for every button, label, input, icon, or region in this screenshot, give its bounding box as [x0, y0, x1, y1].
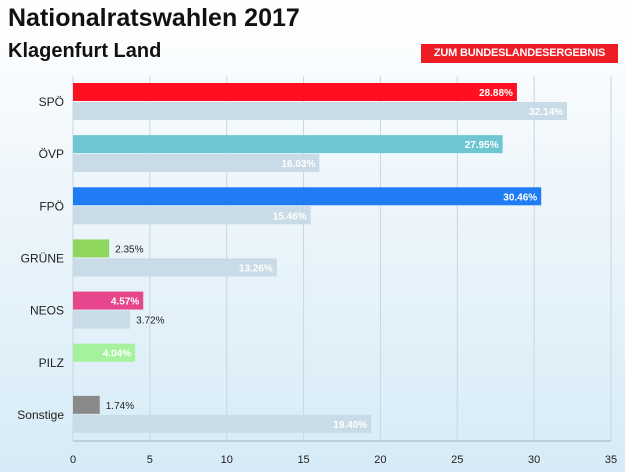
x-tick-label: 0	[70, 454, 76, 466]
bar-previous	[73, 102, 568, 120]
bar-current	[73, 343, 136, 362]
page-title: Nationalratswahlen 2017	[8, 4, 300, 32]
bar-current	[73, 135, 503, 154]
bar-current	[73, 187, 542, 206]
category-label: FPÖ	[39, 199, 64, 213]
bar-previous	[73, 414, 372, 433]
x-tick-label: 30	[528, 454, 540, 466]
bar-previous-label: 13.26%	[239, 263, 273, 274]
bar-current-label: 4.04%	[103, 349, 131, 360]
x-tick-label: 10	[221, 454, 233, 466]
category-label: ÖVP	[39, 147, 64, 161]
bar-current-label: 27.95%	[465, 140, 499, 151]
bar-current	[73, 395, 100, 414]
x-tick-label: 35	[605, 454, 617, 466]
bar-current-label: 28.88%	[479, 88, 513, 99]
x-tick-label: 15	[297, 454, 309, 466]
x-tick-label: 5	[147, 454, 153, 466]
bar-previous-label: 32.14%	[529, 107, 563, 118]
bar-current-label: 30.46%	[503, 192, 537, 203]
bar-current	[73, 239, 110, 258]
category-label: SPÖ	[39, 95, 64, 109]
category-label: GRÜNE	[21, 252, 64, 266]
x-tick-label: 25	[451, 454, 463, 466]
bundesland-result-button[interactable]: ZUM BUNDESLANDESERGEBNIS	[421, 44, 618, 63]
page-subtitle: Klagenfurt Land	[8, 40, 162, 62]
bar-previous-label: 3.72%	[136, 316, 164, 327]
x-tick-label: 20	[374, 454, 386, 466]
bar-previous	[73, 206, 311, 225]
bar-previous-label: 16.03%	[281, 159, 315, 170]
bar-current	[73, 291, 144, 310]
bar-current-label: 2.35%	[115, 244, 143, 255]
bar-previous	[73, 258, 277, 277]
bar-previous-label: 19.40%	[333, 420, 367, 431]
bar-current-label: 1.74%	[106, 401, 134, 412]
bar-current	[73, 83, 517, 101]
category-label: NEOS	[30, 304, 64, 318]
category-label: PILZ	[39, 356, 64, 370]
bar-previous	[73, 154, 320, 173]
bar-previous	[73, 310, 131, 329]
category-label: Sonstige	[17, 408, 64, 422]
bar-previous-label: 15.46%	[273, 211, 307, 222]
bar-current-label: 4.57%	[111, 297, 139, 308]
